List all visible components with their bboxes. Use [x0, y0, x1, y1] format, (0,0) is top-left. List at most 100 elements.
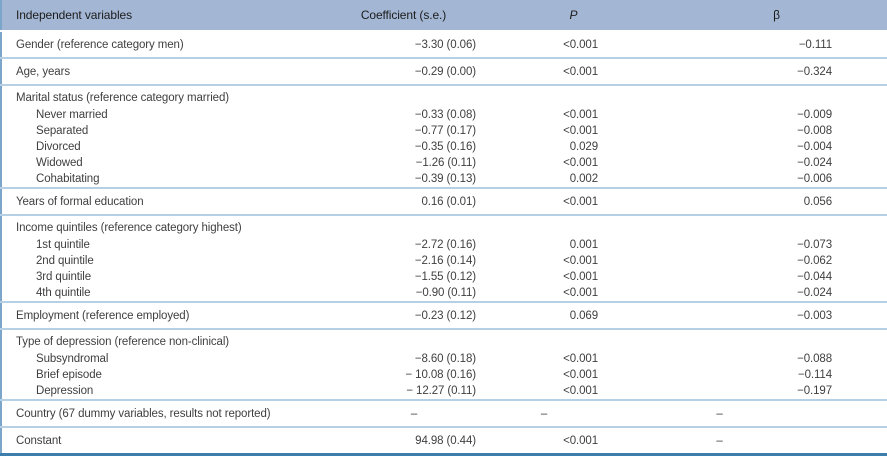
table-row: Divorced −0.35 (0.16) 0.029 −0.004 [1, 139, 887, 155]
p-value-cell: <0.001 [563, 271, 598, 283]
beta-cell: −0.004 [797, 141, 832, 153]
p-value-cell: <0.001 [563, 385, 598, 397]
beta-cell [606, 214, 887, 237]
beta-cell [606, 328, 887, 351]
row-label: Country (67 dummy variables, results not… [1, 399, 346, 427]
coefficient-cell: −0.77 (0.17) [414, 125, 476, 137]
coefficient-cell: – [346, 399, 481, 427]
table-row: Never married −0.33 (0.08) <0.001 −0.009 [1, 107, 887, 123]
coefficient-cell: −3.30 (0.06) [414, 39, 476, 51]
p-value-cell: 0.069 [481, 301, 606, 329]
beta-cell: −0.024 [797, 287, 832, 299]
coefficient-cell [346, 214, 481, 237]
coefficient-cell: −0.39 (0.13) [414, 173, 476, 185]
coefficient-cell: −1.55 (0.12) [414, 271, 476, 283]
beta-cell: −0.062 [797, 255, 832, 267]
row-label: Constant [1, 426, 346, 455]
p-value-cell [481, 84, 606, 107]
row-label: Marital status (reference category marri… [1, 84, 346, 107]
table-row: Income quintiles (reference category hig… [1, 214, 887, 237]
beta-cell: −0.088 [797, 353, 832, 365]
row-label: Divorced [36, 141, 81, 153]
row-label: Years of formal education [1, 187, 346, 215]
coefficient-cell [346, 84, 481, 107]
p-value-cell: <0.001 [563, 353, 598, 365]
beta-cell: −0.073 [797, 239, 832, 251]
beta-cell: −0.024 [797, 157, 832, 169]
row-label: Employment (reference employed) [1, 301, 346, 329]
table-row: Constant 94.98 (0.44) <0.001– [1, 426, 887, 455]
coefficient-cell: −0.35 (0.16) [414, 141, 476, 153]
coefficient-cell: −0.90 (0.11) [415, 287, 476, 299]
coefficient-cell: −2.16 (0.14) [414, 255, 476, 267]
column-header-independent-variables: Independent variables [1, 0, 346, 31]
p-value-cell: <0.001 [481, 187, 606, 215]
row-label: Widowed [36, 157, 83, 169]
p-value-cell [481, 214, 606, 237]
row-label: 4th quintile [36, 287, 91, 299]
table-header: Independent variables Coefficient (s.e.)… [1, 0, 887, 31]
table-row: Type of depression (reference non-clinic… [1, 328, 887, 351]
header-row: Independent variables Coefficient (s.e.)… [1, 0, 887, 31]
table-row: Brief episode − 10.08 (0.16) <0.001 −0.114 [1, 367, 887, 383]
row-label: 1st quintile [36, 239, 90, 251]
row-label: Separated [36, 125, 89, 137]
p-value-cell: 0.001 [569, 239, 598, 251]
beta-cell: – [606, 399, 887, 427]
row-label: Type of depression (reference non-clinic… [1, 328, 346, 351]
beta-cell: −0.324 [606, 57, 887, 85]
p-value-cell: <0.001 [563, 39, 598, 51]
beta-cell: −0.197 [797, 385, 832, 397]
table-row: 1st quintile −2.72 (0.16) 0.001 −0.073 [1, 237, 887, 253]
coefficient-cell: − 12.27 (0.11) [406, 385, 476, 397]
beta-cell: −0.114 [797, 369, 832, 381]
beta-cell: −0.008 [797, 125, 832, 137]
row-label: Age, years [1, 57, 346, 85]
coefficient-cell: −8.60 (0.18) [414, 353, 476, 365]
beta-cell: −0.006 [797, 173, 832, 185]
row-label: Subsyndromal [36, 353, 109, 365]
table-body: Gender (reference category men) −3.30 (0.… [1, 31, 887, 455]
table-row: Depression − 12.27 (0.11) <0.001 −0.197 [1, 383, 887, 400]
coefficient-cell: −2.72 (0.16) [414, 239, 476, 251]
row-label: Gender (reference category men) [16, 39, 184, 51]
table-row: Separated −0.77 (0.17) <0.001 −0.008 [1, 123, 887, 139]
row-label: 2nd quintile [36, 255, 94, 267]
beta-cell: – [606, 426, 887, 455]
table-row: Marital status (reference category marri… [1, 84, 887, 107]
row-label: Income quintiles (reference category hig… [1, 214, 346, 237]
coefficient-cell: 0.16 (0.01) [346, 187, 481, 215]
p-value-cell: <0.001 [563, 255, 598, 267]
table-row: 3rd quintile −1.55 (0.12) <0.001 −0.044 [1, 269, 887, 285]
coefficient-cell: −1.26 (0.11) [415, 157, 476, 169]
p-value-cell: 0.029 [569, 141, 598, 153]
p-value-cell: <0.001 [563, 369, 598, 381]
coefficient-cell: 94.98 (0.44) [346, 426, 481, 455]
table-row: Cohabitating −0.39 (0.13) 0.002 −0.006 [1, 171, 887, 188]
p-value-cell: <0.001 [563, 157, 598, 169]
table-row: Years of formal education 0.16 (0.01) <0.0… [1, 187, 887, 215]
row-label: Never married [36, 109, 108, 121]
column-header-coefficient: Coefficient (s.e.) [346, 0, 481, 31]
row-label: Depression [36, 385, 94, 397]
beta-cell: −0.003 [606, 301, 887, 329]
p-value-cell: – [481, 399, 606, 427]
coefficient-cell: −0.33 (0.08) [414, 109, 476, 121]
coefficient-cell: −0.29 (0.00) [346, 57, 481, 85]
coefficient-cell [346, 328, 481, 351]
p-value-cell [481, 328, 606, 351]
table-row: Country (67 dummy variables, results not… [1, 399, 887, 427]
p-value-cell: <0.001 [481, 57, 606, 85]
p-value-cell: <0.001 [563, 287, 598, 299]
table-row: Widowed −1.26 (0.11) <0.001 −0.024 [1, 155, 887, 171]
table-row: 4th quintile −0.90 (0.11) <0.001 −0.024 [1, 285, 887, 302]
beta-cell: −0.044 [797, 271, 832, 283]
table-row: Age, years −0.29 (0.00) <0.001 −0.324 [1, 57, 887, 85]
p-value-cell: <0.001 [481, 426, 606, 455]
column-header-p-value: P [481, 0, 606, 31]
beta-cell: −0.111 [798, 39, 832, 51]
row-label: 3rd quintile [36, 271, 92, 283]
beta-cell: 0.056 [606, 187, 887, 215]
row-label: Brief episode [36, 369, 102, 381]
